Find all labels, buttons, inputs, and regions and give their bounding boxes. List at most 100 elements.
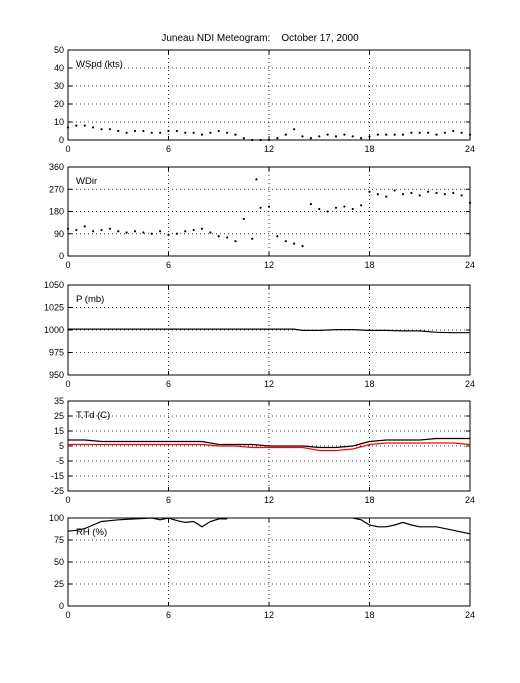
data-point [159,230,162,233]
data-point [418,131,421,134]
data-point [133,230,137,233]
data-point [175,129,178,133]
data-point [368,190,371,193]
data-point [167,129,170,133]
x-tick-label: 0 [65,260,70,270]
data-point [100,128,103,131]
data-point [200,133,204,136]
data-point [376,133,379,136]
data-point [192,228,195,232]
data-point [276,235,279,238]
series-line-1 [68,442,471,452]
y-tick-label: 15 [54,426,64,436]
data-point [259,138,262,142]
data-point [234,240,237,243]
panel-label: WSpd (kts) [76,59,123,70]
data-point [427,190,430,193]
data-point [385,133,388,136]
data-point [234,133,237,136]
x-tick-label: 12 [264,260,274,270]
data-point [309,202,312,206]
data-point [108,227,111,230]
data-point [368,135,371,138]
x-tick-label: 0 [65,379,70,389]
data-point [117,129,120,133]
data-point [150,232,153,235]
panel-0: 0 6 12 18 24 0 10 20 30 40 50 WSpd (kts) [54,45,475,154]
data-point [276,137,279,140]
data-point [133,129,137,133]
data-point [125,231,128,234]
data-point [184,131,187,134]
x-tick-label: 6 [166,144,171,154]
y-tick-label: 25 [54,579,64,589]
y-tick-label: -5 [56,456,64,466]
y-tick-label: 180 [49,207,64,217]
data-point [443,131,446,134]
data-point [75,124,78,127]
data-point [66,227,70,230]
x-tick-label: 24 [465,610,475,620]
x-tick-label: 12 [264,610,274,620]
data-point [284,133,287,136]
data-point [184,230,187,233]
data-point [167,233,170,237]
x-tick-label: 12 [264,144,274,154]
y-tick-label: 5 [59,441,64,451]
panel-label: RH (%) [76,527,107,538]
x-tick-label: 18 [364,379,374,389]
x-tick-label: 24 [465,495,475,505]
y-tick-label: 100 [49,513,64,523]
data-point [393,189,396,192]
data-point [301,135,304,138]
data-point [200,227,204,230]
panel-label: T,Td (C) [76,410,110,421]
data-point [360,204,363,207]
data-point [360,137,363,140]
x-tick-label: 0 [65,610,70,620]
data-point [75,228,78,232]
data-point [309,137,312,140]
y-tick-label: 20 [54,99,64,109]
data-point [100,228,103,232]
x-tick-label: 24 [465,260,475,270]
y-tick-label: 950 [49,370,64,380]
data-point [125,131,128,134]
data-point [284,240,287,243]
y-tick-label: 0 [59,601,64,611]
y-tick-label: 0 [59,251,64,261]
y-tick-label: 10 [54,117,64,127]
y-tick-label: 25 [54,411,64,421]
data-point [334,135,338,138]
data-point [226,131,229,134]
y-tick-label: 1000 [44,325,64,335]
data-point [217,129,220,133]
data-point [351,207,354,211]
panel-label: P (mb) [76,294,104,305]
data-point [452,191,455,195]
data-point [209,131,212,134]
y-tick-label: -15 [51,471,64,481]
data-point [108,128,111,131]
data-point [92,126,95,129]
panel-1: 0 6 12 18 24 0 90 180 270 360 WDir [49,162,475,270]
x-tick-label: 6 [166,260,171,270]
data-point [460,131,463,134]
data-point [343,133,346,136]
panel-3: 0 6 12 18 24 -25 -15 -5 5 15 25 35 T,Td (C) [51,396,475,505]
data-point [410,191,413,195]
series-line-0 [67,517,228,532]
data-point [242,217,245,221]
y-tick-label: -25 [51,486,64,496]
y-tick-label: 50 [54,45,64,55]
data-point [142,231,145,234]
data-point [401,193,405,196]
data-point [343,205,346,208]
x-tick-label: 0 [65,144,70,154]
x-tick-label: 18 [364,144,374,154]
panel-2: 0 6 12 18 24 950 975 1000 1025 1050 P (mb) [44,280,475,389]
data-point [92,230,95,233]
y-tick-label: 975 [49,348,64,358]
series-line-0 [68,437,470,449]
